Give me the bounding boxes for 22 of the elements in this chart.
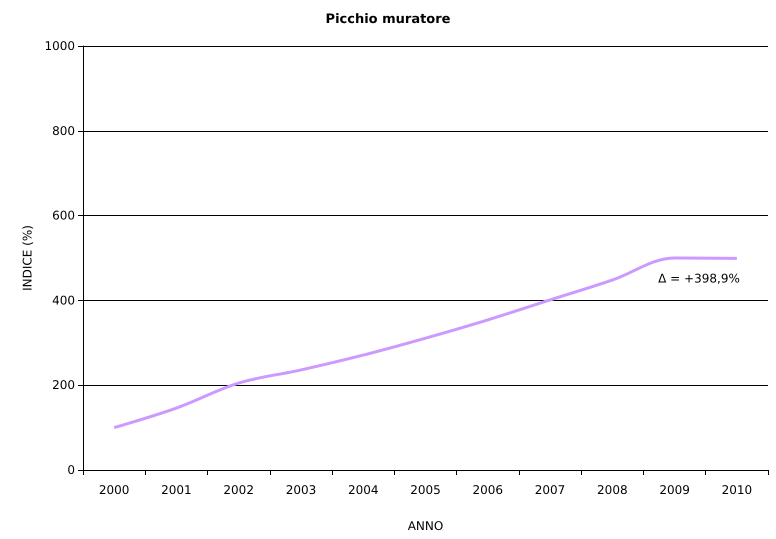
y-tick-label: 800	[52, 124, 75, 138]
y-tick-label: 1000	[44, 39, 75, 53]
annotation: Δ = +398,9%	[658, 271, 740, 286]
x-tick-label: 2009	[659, 483, 690, 497]
y-tick-label: 400	[52, 293, 75, 308]
x-tick-label: 2004	[348, 483, 378, 497]
chart-title: Picchio muratore	[326, 12, 451, 27]
y-tick-label: 600	[52, 208, 75, 223]
x-tick-label: 2008	[597, 483, 628, 497]
x-tick-label: 2001	[161, 483, 192, 497]
x-tick-label: 2007	[534, 483, 566, 497]
y-axis-title: INDICE (%)	[20, 225, 35, 291]
x-tick-label: 2000	[98, 483, 130, 497]
x-tick-label: 2006	[472, 483, 504, 497]
line-series	[112, 256, 738, 430]
x-tick-label: 2005	[410, 483, 441, 497]
x-axis-title: ANNO	[408, 519, 444, 533]
y-tick-label: 0	[67, 463, 75, 477]
y-tick-label: 200	[52, 378, 75, 392]
x-tick-label: 2002	[223, 483, 254, 497]
x-tick-label: 2010	[722, 483, 752, 497]
x-tick-label: 2003	[286, 483, 316, 497]
